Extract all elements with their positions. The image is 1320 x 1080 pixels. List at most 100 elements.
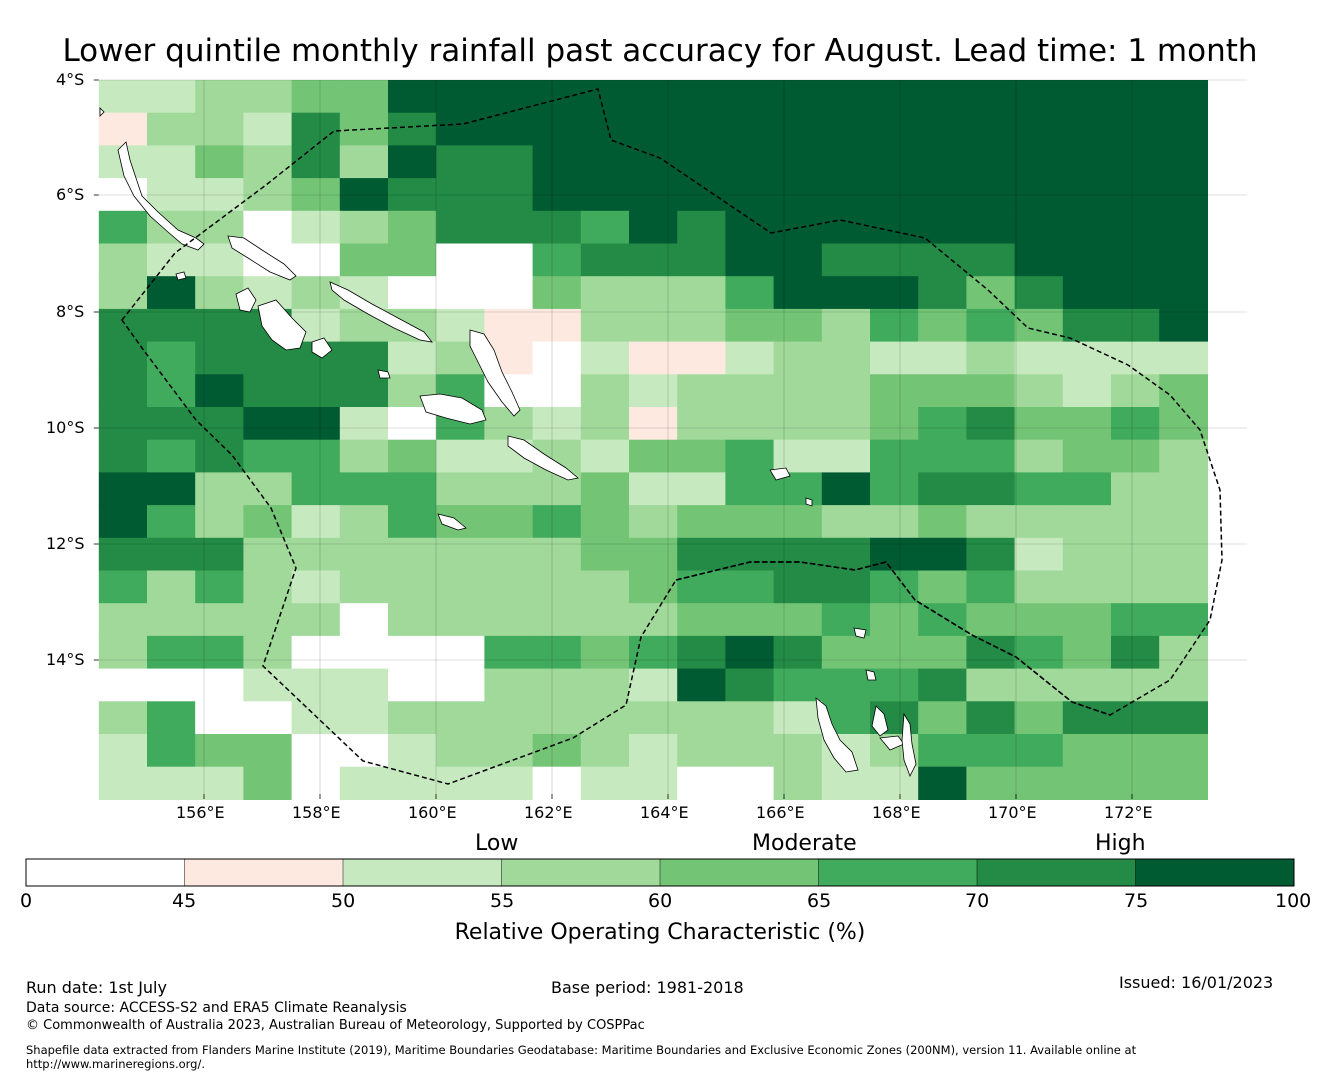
grid-cell	[1111, 145, 1160, 179]
coast-makira	[507, 435, 579, 481]
grid-cell	[1062, 80, 1112, 114]
grid-cell	[484, 407, 534, 441]
grid-cell	[436, 276, 485, 310]
grid-cell	[98, 407, 148, 441]
grid-cell	[1062, 276, 1112, 310]
grid-cell	[195, 570, 244, 604]
grid-cell	[773, 668, 823, 702]
grid-cell	[677, 341, 726, 375]
grid-cell	[773, 243, 823, 277]
grid-cell	[1062, 243, 1112, 277]
coast-islet-c	[377, 369, 391, 379]
grid-cell	[918, 439, 967, 473]
grid-cell	[1159, 145, 1208, 179]
grid-cell	[484, 80, 534, 114]
grid-cell	[1111, 472, 1160, 506]
grid-cell	[436, 766, 485, 800]
grid-cell	[870, 210, 919, 245]
grid-cell	[147, 80, 196, 114]
grid-cell	[243, 537, 293, 572]
grid-cell	[1159, 766, 1208, 800]
grid-cell	[98, 276, 148, 310]
grid-cell	[1159, 439, 1208, 473]
grid-cell	[918, 210, 967, 245]
grid-cell	[195, 537, 244, 572]
issued-date: Issued: 16/01/2023	[1119, 973, 1274, 992]
grid-cell	[677, 407, 726, 441]
grid-cell	[677, 668, 726, 702]
grid-cell	[291, 80, 341, 114]
grid-cell	[532, 243, 582, 277]
cbar-tick-55: 55	[490, 890, 515, 912]
grid-cell	[339, 145, 389, 179]
grid-cell	[484, 603, 534, 637]
grid-cell	[1014, 178, 1064, 212]
grid-cell	[918, 505, 967, 539]
grid-cell	[436, 80, 485, 114]
grid-cell	[147, 145, 196, 179]
grid-cell	[918, 734, 967, 768]
category-high: High	[1095, 831, 1146, 856]
grid-cell	[291, 635, 341, 670]
grid-cell	[1062, 603, 1112, 637]
grid-cell	[725, 243, 775, 277]
grid-cell	[773, 308, 823, 343]
grid-cell	[1062, 145, 1112, 179]
grid-cell	[1159, 178, 1208, 212]
cbar-tick-45: 45	[172, 890, 197, 912]
coast-islet-b	[175, 271, 187, 281]
grid-cell	[98, 80, 148, 114]
grid-cell	[388, 210, 437, 245]
grid-cell	[821, 145, 871, 179]
grid-cell	[918, 472, 967, 506]
grid-cell	[966, 472, 1016, 506]
grid-cell	[677, 766, 726, 800]
grid-cell	[1159, 635, 1208, 670]
grid-cell	[195, 734, 244, 768]
grid-cell	[1159, 112, 1208, 146]
grid-cell	[629, 668, 678, 702]
lon-label-166e: 166°E	[756, 803, 805, 822]
grid-cell	[1062, 570, 1112, 604]
grid-cell	[580, 243, 630, 277]
grid-cell	[243, 472, 293, 506]
lon-label-158e: 158°E	[292, 803, 341, 822]
grid-cell	[580, 145, 630, 179]
grid-cell	[532, 701, 582, 735]
grid-cell	[147, 701, 196, 735]
grid-cell	[243, 570, 293, 604]
grid-cell	[1111, 341, 1160, 375]
grid-cell	[1062, 308, 1112, 343]
grid-cell	[773, 505, 823, 539]
grid-cell	[147, 603, 196, 637]
grid-cell	[195, 374, 244, 408]
grid-cell	[580, 472, 630, 506]
graticule	[93, 79, 1248, 799]
colorbar	[25, 858, 1295, 887]
eez-boundaries	[121, 88, 1223, 785]
lon-label-172e: 172°E	[1104, 803, 1153, 822]
grid-cell	[1062, 439, 1112, 473]
grid-cell	[821, 668, 871, 702]
grid-cell	[1014, 603, 1064, 637]
grid-cell	[629, 210, 678, 245]
grid-cell	[580, 635, 630, 670]
grid-cell	[725, 341, 775, 375]
lon-label-164e: 164°E	[640, 803, 689, 822]
grid-cell	[966, 145, 1016, 179]
grid-cell	[1159, 505, 1208, 539]
grid-cell	[821, 537, 871, 572]
cbar-tick-60: 60	[648, 890, 673, 912]
grid-cell	[821, 210, 871, 245]
grid-cell	[821, 635, 871, 670]
category-moderate: Moderate	[752, 831, 857, 856]
grid-cell	[436, 439, 485, 473]
grid-cell	[1014, 505, 1064, 539]
grid-cell	[629, 243, 678, 277]
grid-cell	[966, 112, 1016, 146]
grid-cell	[580, 210, 630, 245]
grid-cell	[243, 407, 293, 441]
grid-cell	[243, 374, 293, 408]
grid-cell	[1062, 734, 1112, 768]
coast-kolombangara	[311, 337, 333, 359]
